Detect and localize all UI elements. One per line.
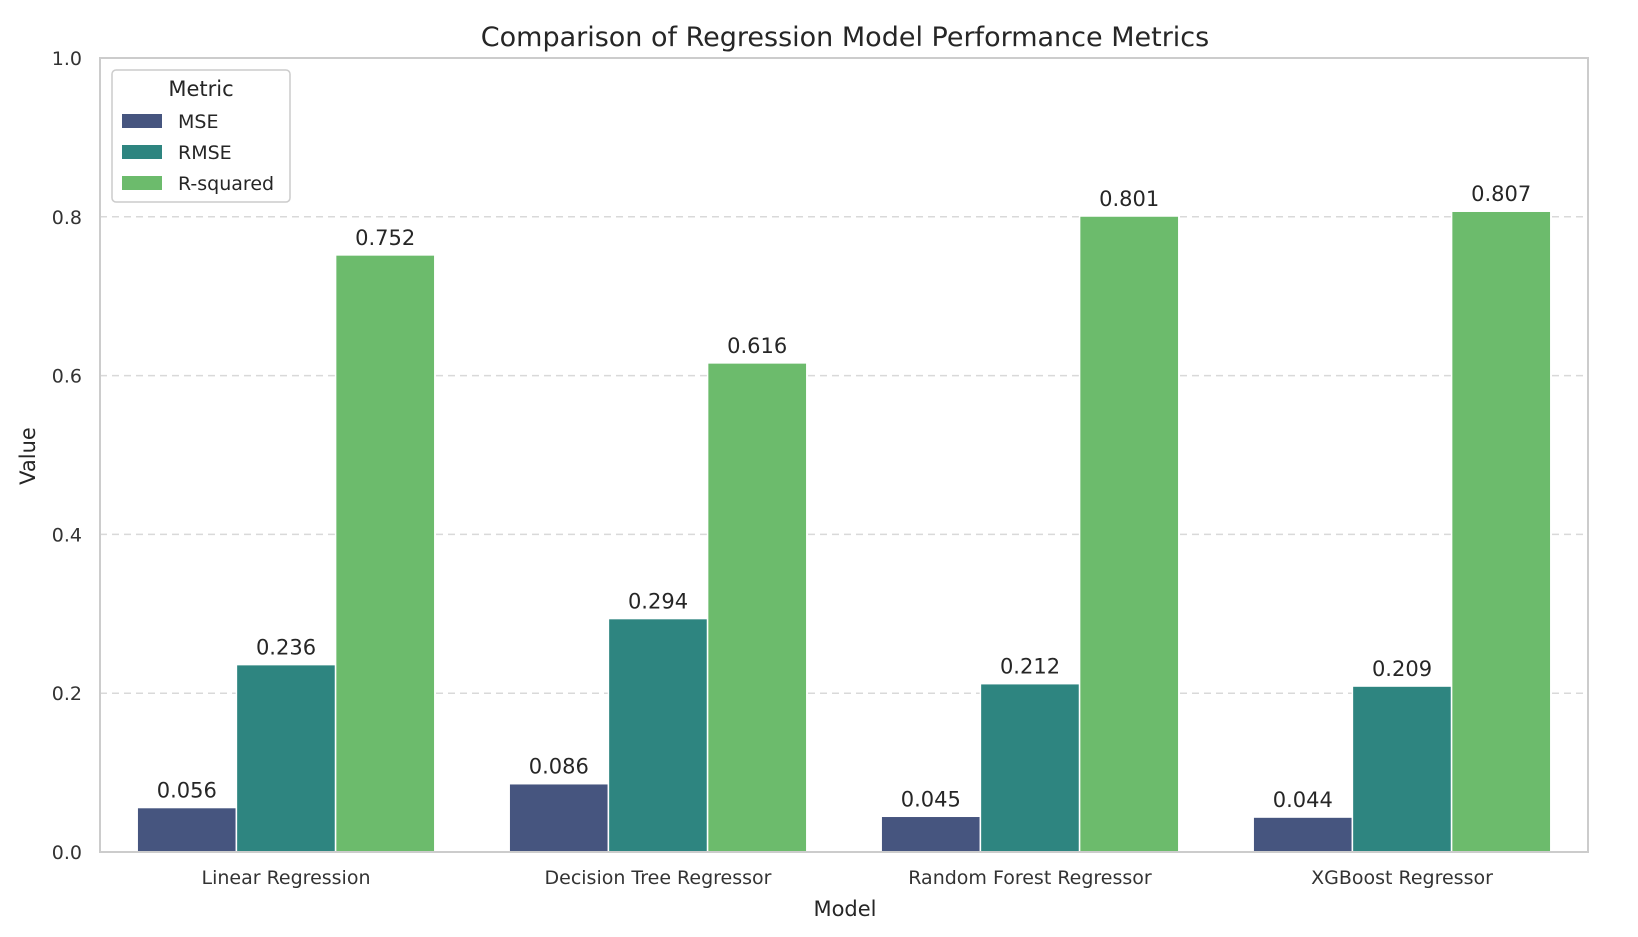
bar-rmse [979, 682, 1081, 853]
legend-label: RMSE [178, 142, 232, 164]
bar-value-label: 0.236 [256, 636, 316, 660]
bar-mse [880, 815, 982, 853]
x-tick-label: XGBoost Regressor [1311, 867, 1493, 889]
bar-value-label: 0.294 [628, 590, 688, 614]
legend-title: Metric [168, 77, 233, 101]
bar-value-label: 0.086 [529, 755, 589, 779]
bar-value-label: 0.616 [727, 334, 787, 358]
y-tick-label: 0.2 [52, 683, 82, 705]
bar-value-label: 0.212 [1000, 655, 1060, 679]
bar-rmse [235, 663, 337, 853]
bar-value-label: 0.752 [355, 226, 415, 250]
bar-value-label: 0.056 [157, 779, 217, 803]
y-axis-label: Value [16, 427, 40, 485]
bar-mse [508, 782, 610, 853]
plot-frame [99, 57, 1589, 853]
y-tick-label: 0.0 [52, 842, 82, 864]
bar-rmse [607, 617, 709, 853]
x-axis-label: Model [813, 897, 876, 921]
legend-label: R-squared [178, 173, 274, 195]
legend-swatch [122, 114, 162, 128]
y-tick-label: 0.4 [52, 524, 82, 546]
grid-lines [100, 216, 1588, 694]
legend-box [111, 69, 291, 203]
bar-rmse [1351, 685, 1453, 853]
bar-value-label: 0.807 [1471, 182, 1531, 206]
data-labels: 0.056 0.236 0.752 0.086 0.294 0.616 0.045 0.212… [157, 182, 1532, 812]
bar-r-squared [1450, 210, 1552, 853]
bars [136, 210, 1552, 853]
x-tick-label: Linear Regression [201, 867, 370, 889]
bar-r-squared [334, 254, 436, 853]
bar-r-squared [706, 362, 808, 853]
legend-label: MSE [178, 111, 218, 133]
bar-value-label: 0.045 [901, 787, 961, 811]
bar-mse [1252, 816, 1354, 853]
bar-value-label: 0.801 [1099, 187, 1159, 211]
bar-r-squared [1078, 215, 1180, 853]
x-axis-ticks: Linear Regression Decision Tree Regressor… [201, 867, 1493, 889]
y-tick-label: 0.6 [52, 366, 82, 388]
bar-value-label: 0.044 [1273, 788, 1333, 812]
y-axis-ticks: 0.0 0.2 0.4 0.6 0.8 1.0 [52, 48, 82, 864]
legend: Metric MSE RMSE R-squared [111, 69, 291, 203]
y-tick-label: 0.8 [52, 207, 82, 229]
bar-mse [136, 806, 238, 853]
chart-title: Comparison of Regression Model Performan… [481, 22, 1209, 53]
x-tick-label: Random Forest Regressor [908, 867, 1152, 889]
x-tick-label: Decision Tree Regressor [545, 867, 772, 889]
legend-swatch [122, 145, 162, 159]
bar-value-label: 0.209 [1372, 657, 1432, 681]
legend-swatch [122, 176, 162, 190]
y-tick-label: 1.0 [52, 48, 82, 70]
